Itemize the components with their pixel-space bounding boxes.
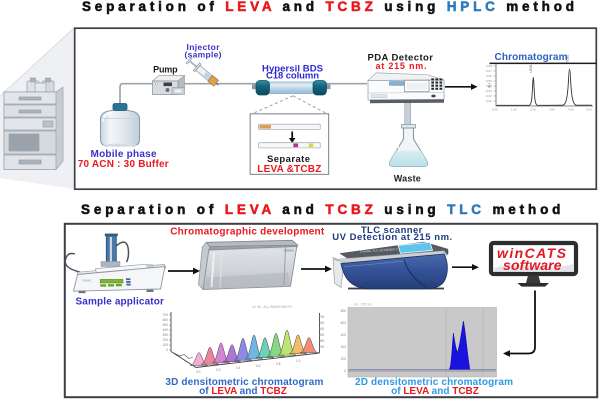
svg-text:0.03: 0.03 [486,89,492,93]
svg-text:Sample applicator: Sample applicator [75,297,164,308]
svg-text:0.6: 0.6 [256,364,261,368]
svg-text:Mobile phase: Mobile phase [91,149,157,160]
svg-text:600: 600 [341,321,347,325]
svg-text:0.04: 0.04 [486,84,492,88]
svg-text:Separation of LEVA and TCBZ us: Separation of LEVA and TCBZ using HPLC m… [82,0,578,14]
svg-text:500: 500 [163,323,169,327]
svg-text:uV - 215 nm: uV - 215 nm [354,303,372,307]
svg-text:UV Detection at 215 nm.: UV Detection at 215 nm. [332,232,452,243]
svg-text:600: 600 [163,318,169,322]
svg-text:1.0: 1.0 [296,359,301,363]
svg-text:0.2: 0.2 [216,368,221,372]
svg-text:100: 100 [163,343,169,347]
svg-text:of LEVA and TCBZ: of LEVA and TCBZ [199,386,287,397]
svg-text:PDA Detector: PDA Detector [367,53,433,64]
svg-text:0.02: 0.02 [486,94,492,98]
svg-text:0.06: 0.06 [486,74,492,78]
svg-text:AU: AU [488,83,492,88]
svg-text:0.05: 0.05 [486,79,492,83]
svg-text:CAMAG: CAMAG [284,249,294,253]
svg-text:4.00: 4.00 [568,108,574,112]
svg-text:0: 0 [344,369,346,373]
svg-text:800: 800 [341,309,347,313]
svg-text:LEVA: LEVA [529,64,533,73]
svg-text:3D densitometric chromatogram: 3D densitometric chromatogram [165,377,323,388]
svg-text:0.08: 0.08 [486,64,492,68]
svg-text:70 ACN : 30 Buffer: 70 ACN : 30 Buffer [78,159,169,170]
svg-text:600: 600 [319,321,325,325]
svg-text:2D densitometric chromatogram: 2D densitometric chromatogram [355,377,513,388]
svg-text:700: 700 [319,315,325,319]
svg-text:Injector: Injector [187,42,221,52]
svg-text:uV 3D - ALL WAVELENGTH: uV 3D - ALL WAVELENGTH [252,305,293,309]
svg-text:3.00: 3.00 [549,108,555,112]
svg-text:400: 400 [341,333,347,337]
svg-text:500: 500 [319,327,325,331]
svg-text:200: 200 [163,338,169,342]
svg-text:2.00: 2.00 [530,108,536,112]
svg-text:700: 700 [163,313,169,317]
svg-text:0: 0 [166,348,168,352]
svg-text:winCATS: winCATS [497,245,567,261]
svg-text:Chromatogram: Chromatogram [495,52,568,63]
svg-text:300: 300 [319,339,325,343]
svg-text:Separation of LEVA and TCBZ us: Separation of LEVA and TCBZ using TLC me… [81,202,564,217]
svg-text:Hypersil BDS: Hypersil BDS [262,63,323,74]
svg-text:LEVA &TCBZ: LEVA &TCBZ [257,164,321,175]
svg-text:Chromatographic development: Chromatographic development [170,226,325,237]
svg-text:200: 200 [319,345,325,349]
svg-text:CAMAG: CAMAG [82,279,92,283]
svg-text:0.0: 0.0 [196,370,201,374]
svg-text:0.4: 0.4 [236,366,241,370]
svg-text:Waste: Waste [394,173,421,183]
svg-text:of LEVA and TCBZ: of LEVA and TCBZ [391,386,479,397]
svg-text:0.00: 0.00 [492,108,498,112]
svg-text:Separate: Separate [267,154,310,165]
svg-text:software: software [503,257,562,273]
svg-text:TLC scanner: TLC scanner [361,225,423,236]
svg-text:C18 column: C18 column [266,71,319,82]
svg-text:(sample): (sample) [185,50,222,60]
svg-text:1.00: 1.00 [511,108,517,112]
svg-text:5.00: 5.00 [586,108,592,112]
svg-text:Pump: Pump [153,65,178,75]
svg-text:TCBZ: TCBZ [566,55,570,63]
svg-text:0.8: 0.8 [276,362,281,366]
svg-text:CAMAG TLC SCANNER 3: CAMAG TLC SCANNER 3 [360,247,398,254]
svg-text:400: 400 [163,328,169,332]
svg-text:0.07: 0.07 [486,69,492,73]
svg-text:300: 300 [163,333,169,337]
svg-text:200: 200 [341,357,347,361]
svg-text:0.01: 0.01 [486,99,492,103]
svg-text:at 215 nm.: at 215 nm. [376,61,427,71]
svg-text:300: 300 [341,345,347,349]
svg-text:400: 400 [319,333,325,337]
